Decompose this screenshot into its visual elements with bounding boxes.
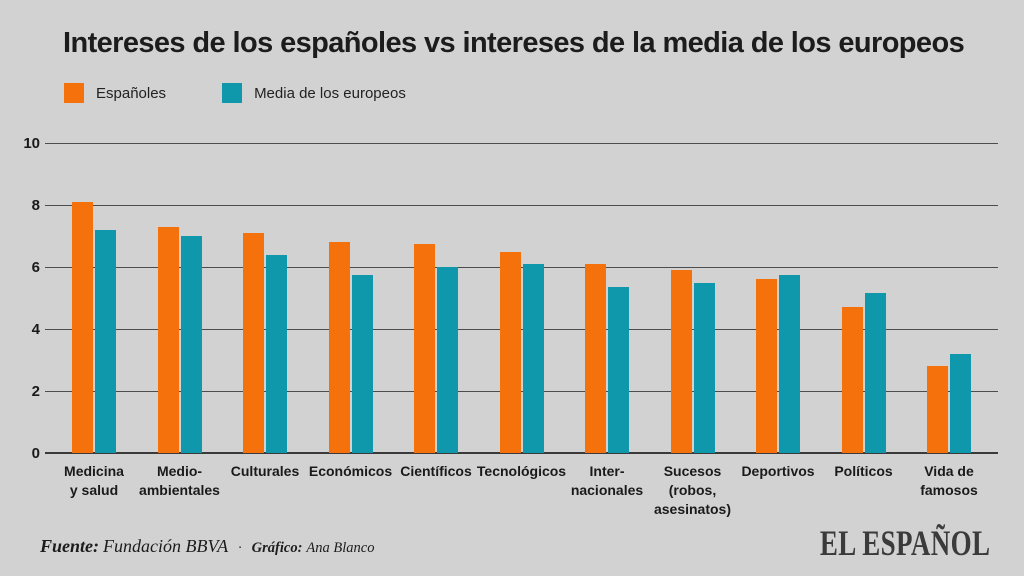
- bar-group-7: [585, 263, 629, 453]
- credit-value: Ana Blanco: [306, 540, 375, 556]
- el-espanol-logo: EL ESPAÑOL: [819, 523, 990, 563]
- y-tick-label-2: 2: [31, 383, 40, 400]
- legend-item-espanoles: Españoles: [64, 83, 166, 103]
- credit-label: Gráfico:: [251, 540, 303, 556]
- x-category-label-6: Tecnológicos: [476, 463, 567, 479]
- bar-media-europeos-3: [266, 254, 287, 453]
- y-tick-label-4: 4: [31, 321, 40, 338]
- bar-media-europeos-4: [351, 274, 373, 453]
- source-value: Fundación BBVA: [103, 536, 229, 556]
- bar-group-3: [243, 232, 287, 453]
- bar-group-6: [499, 251, 544, 453]
- legend-label-espanoles: Españoles: [96, 84, 167, 102]
- legend-item-media-europeos: Media de los europeos: [222, 83, 406, 103]
- x-category-label-1: Medicina y salud: [64, 463, 124, 498]
- source-line: Fuente: Fundación BBVA · Gráfico: Ana Bl…: [40, 536, 374, 557]
- bar-group-2: [157, 226, 202, 453]
- bar-media-europeos-11: [950, 353, 971, 453]
- y-tick-label-0: 0: [31, 445, 40, 462]
- bar-media-europeos-2: [180, 236, 202, 453]
- gridline-y0: [45, 452, 998, 454]
- x-category-label-10: Políticos: [834, 463, 893, 479]
- bar-group-4: [328, 242, 373, 453]
- legend-swatch-media-europeos: [222, 83, 243, 103]
- bar-group-1: [72, 201, 116, 453]
- plot-area: 0 2 4 6 8 10 Medicina y salud Medio-ambientales C…: [23, 136, 998, 517]
- x-category-label-11: Vida de famosos: [920, 463, 978, 498]
- x-category-label-7: Inter-nacionales: [570, 463, 644, 498]
- bar-espanoles-7: [585, 263, 606, 453]
- bar-espanoles-6: [499, 251, 521, 453]
- x-category-label-2: Medio-ambientales: [139, 463, 220, 498]
- bar-group-10: [841, 293, 886, 453]
- gridline-y2: [45, 391, 998, 392]
- x-category-label-9: Deportivos: [741, 463, 815, 479]
- bar-espanoles-4: [328, 242, 350, 453]
- bar-media-europeos-9: [779, 274, 800, 453]
- bar-espanoles-9: [756, 279, 777, 453]
- gridline-y4: [45, 329, 998, 330]
- bar-espanoles-8: [670, 270, 692, 453]
- bar-group-11: [927, 353, 971, 453]
- bar-espanoles-3: [243, 232, 264, 453]
- gridline-y10: [45, 143, 998, 144]
- y-tick-label-10: 10: [23, 135, 40, 152]
- footer-separator: ·: [238, 541, 242, 556]
- legend: Españoles Media de los europeos: [64, 83, 406, 103]
- x-category-label-8: Sucesos (robos, asesinatos): [653, 463, 732, 517]
- bar-group-8: [670, 270, 715, 453]
- bar-media-europeos-1: [95, 229, 116, 453]
- source-label: Fuente:: [40, 536, 100, 556]
- y-tick-label-6: 6: [31, 259, 40, 276]
- bar-media-europeos-8: [693, 282, 715, 453]
- bar-group-9: [756, 274, 800, 453]
- legend-swatch-espanoles: [64, 83, 84, 103]
- x-category-label-4: Económicos: [308, 463, 393, 479]
- bar-media-europeos-6: [522, 263, 544, 453]
- bar-media-europeos-7: [608, 287, 629, 453]
- bar-media-europeos-10: [864, 293, 886, 453]
- bar-espanoles-2: [157, 226, 179, 453]
- y-tick-label-8: 8: [31, 197, 40, 214]
- chart-title: Intereses de los españoles vs intereses …: [63, 27, 965, 59]
- gridline-y8: [45, 205, 998, 206]
- legend-label-media-europeos: Media de los europeos: [254, 84, 406, 102]
- bar-espanoles-11: [927, 366, 948, 453]
- x-category-label-3: Culturales: [230, 463, 300, 479]
- bar-espanoles-1: [72, 201, 93, 453]
- bar-espanoles-5: [414, 243, 435, 453]
- bar-group-5: [414, 243, 458, 453]
- gridline-y6: [45, 267, 998, 268]
- x-category-label-5: Científicos: [400, 463, 472, 479]
- bar-media-europeos-5: [437, 267, 458, 453]
- bar-espanoles-10: [841, 307, 863, 453]
